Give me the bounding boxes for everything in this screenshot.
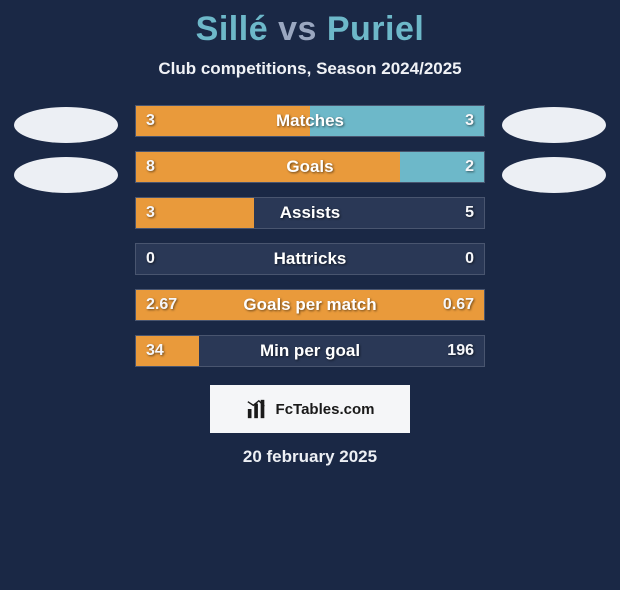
bar-chart-icon (246, 398, 268, 420)
stat-right-value: 5 (465, 198, 474, 228)
stat-row: Hattricks0 0 (135, 243, 485, 275)
player1-avatar (14, 107, 118, 143)
stat-left-value: 0 (146, 244, 155, 274)
stat-row: Matches33 (135, 105, 485, 137)
comparison-title: Sillé vs Puriel (0, 10, 620, 49)
stat-right-segment (310, 106, 484, 136)
stat-row: Assists35 (135, 197, 485, 229)
stat-right-segment (400, 152, 484, 182)
stat-label: Hattricks (136, 244, 484, 274)
subtitle: Club competitions, Season 2024/2025 (0, 59, 620, 79)
stat-row: Min per goal34196 (135, 335, 485, 367)
right-avatar-column (499, 105, 609, 193)
stat-left-segment (136, 106, 310, 136)
stat-left-segment (136, 152, 400, 182)
stat-right-value: 196 (447, 336, 474, 366)
comparison-content: Matches33 Goals82 Assists35 Hattricks0 0 Goal… (0, 105, 620, 367)
player1-name: Sillé (196, 10, 268, 48)
stat-right-value: 0 (465, 244, 474, 274)
stat-left-segment (136, 336, 199, 366)
vs-separator: vs (278, 10, 317, 48)
player2-avatar (502, 107, 606, 143)
stat-row: Goals per match2.670.67 (135, 289, 485, 321)
player1-avatar (14, 157, 118, 193)
player2-name: Puriel (327, 10, 424, 48)
left-avatar-column (11, 105, 121, 193)
date-label: 20 february 2025 (0, 447, 620, 467)
stat-row: Goals82 (135, 151, 485, 183)
stat-left-segment (136, 290, 484, 320)
source-badge: FcTables.com (210, 385, 410, 433)
source-badge-text: FcTables.com (276, 401, 375, 418)
player2-avatar (502, 157, 606, 193)
stat-left-segment (136, 198, 254, 228)
stat-bars: Matches33 Goals82 Assists35 Hattricks0 0 Goal… (135, 105, 485, 367)
